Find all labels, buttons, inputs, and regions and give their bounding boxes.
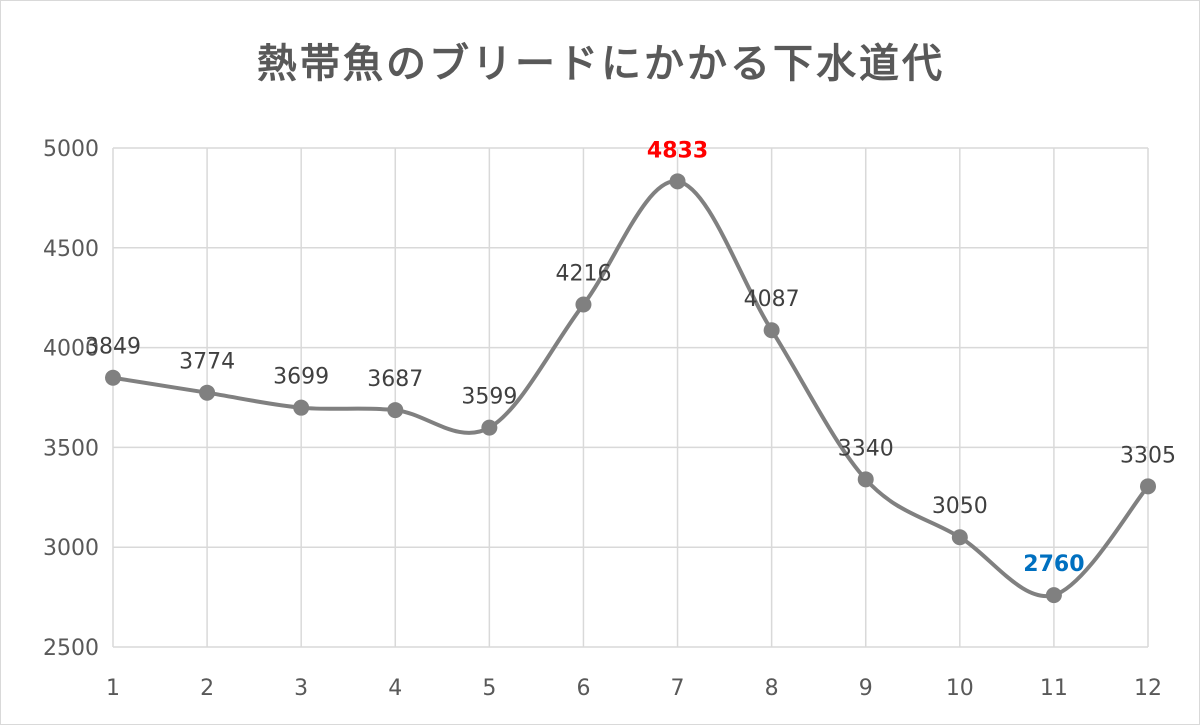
y-tick-label: 3500 xyxy=(43,436,99,461)
x-tick-label: 9 xyxy=(859,676,873,701)
data-label: 3305 xyxy=(1120,443,1176,468)
x-tick-label: 2 xyxy=(200,676,214,701)
x-tick-label: 7 xyxy=(671,676,685,701)
data-point xyxy=(293,399,310,416)
data-label: 3687 xyxy=(367,367,423,392)
data-point xyxy=(199,384,216,401)
y-tick-label: 4500 xyxy=(43,237,99,262)
data-point xyxy=(857,471,874,488)
data-point xyxy=(575,296,592,313)
data-label: 4216 xyxy=(555,261,611,286)
data-labels: 3849 3774 3699 3687 3599 4216 4833 4087 3340 3050… xyxy=(85,138,1176,577)
data-point xyxy=(387,402,404,419)
data-label: 3699 xyxy=(273,365,329,390)
x-tick-label: 5 xyxy=(482,676,496,701)
gridlines xyxy=(112,147,1149,648)
x-tick-label: 10 xyxy=(946,676,974,701)
x-tick-label: 6 xyxy=(576,676,590,701)
y-axis-ticks: 2500 3000 3500 4000 4500 5000 xyxy=(43,137,99,661)
data-label: 3599 xyxy=(461,385,517,410)
data-point xyxy=(763,322,780,339)
data-point xyxy=(669,173,686,190)
data-label: 4833 xyxy=(647,138,708,163)
x-tick-label: 3 xyxy=(294,676,308,701)
data-point xyxy=(1045,587,1062,604)
data-point xyxy=(481,419,498,436)
data-label: 4087 xyxy=(744,287,800,312)
data-point xyxy=(1140,478,1156,495)
data-label: 3340 xyxy=(838,436,894,461)
y-tick-label: 4000 xyxy=(43,337,99,362)
x-tick-label: 1 xyxy=(106,676,120,701)
x-tick-label: 8 xyxy=(765,676,779,701)
y-tick-label: 5000 xyxy=(43,137,99,162)
chart-title: 熱帯魚のブリードにかかる下水道代 xyxy=(257,41,945,87)
x-tick-label: 12 xyxy=(1134,676,1162,701)
data-points xyxy=(105,173,1156,604)
x-axis-ticks: 1 2 3 4 5 6 7 8 9 10 11 12 xyxy=(106,676,1162,701)
y-tick-label: 3000 xyxy=(43,536,99,561)
y-tick-label: 2500 xyxy=(43,636,99,661)
data-point xyxy=(105,369,121,386)
series-line xyxy=(111,179,1150,599)
data-point xyxy=(951,529,968,546)
data-label: 3849 xyxy=(85,335,141,360)
data-label: 2760 xyxy=(1023,552,1084,577)
data-label: 3774 xyxy=(179,350,235,375)
data-label: 3050 xyxy=(932,494,988,519)
x-tick-label: 11 xyxy=(1040,676,1068,701)
x-tick-label: 4 xyxy=(388,676,402,701)
